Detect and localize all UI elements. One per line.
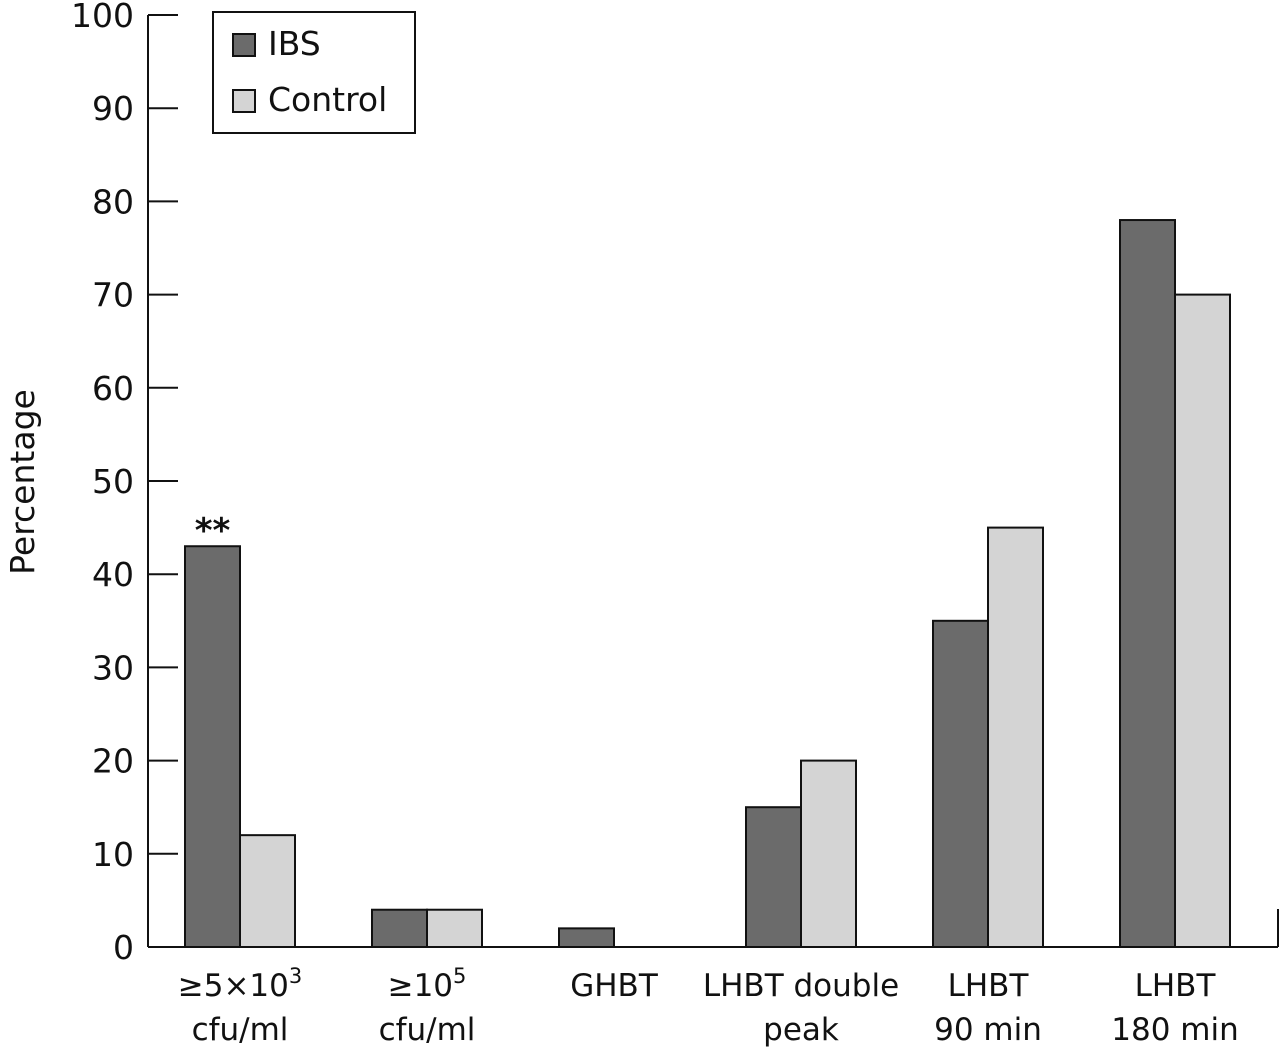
- legend-swatch: [232, 33, 256, 57]
- label-text: cfu/ml: [192, 1012, 289, 1048]
- bar-control: [239, 834, 296, 948]
- bar-control: [800, 759, 857, 948]
- x-category-label: 90 min: [934, 1012, 1042, 1048]
- legend-label: Control: [268, 80, 387, 119]
- significance-marker: **: [195, 511, 231, 551]
- bar-control: [987, 526, 1044, 948]
- y-tick-label: 70: [92, 276, 134, 315]
- label-text: peak: [763, 1012, 839, 1048]
- y-tick-label: 0: [113, 928, 134, 967]
- x-category-label: ≥5×103: [178, 964, 303, 1004]
- bar-ibs: [184, 545, 241, 948]
- y-axis-title: Percentage: [3, 389, 42, 575]
- legend-label: IBS: [268, 24, 321, 63]
- superscript: 3: [289, 964, 302, 988]
- y-tick-label: 10: [92, 835, 134, 874]
- x-category-label: LHBT: [1135, 968, 1217, 1004]
- x-category-label: cfu/ml: [192, 1012, 289, 1048]
- y-tick-label: 50: [92, 462, 134, 501]
- bars: [184, 219, 1231, 949]
- bar-ibs: [932, 619, 989, 948]
- y-tick-label: 90: [92, 89, 134, 128]
- y-tick-label: 20: [92, 742, 134, 781]
- y-tick-label: 80: [92, 182, 134, 221]
- superscript: 5: [453, 964, 466, 988]
- label-text: LHBT: [1135, 968, 1217, 1004]
- label-text: 180 min: [1111, 1012, 1238, 1048]
- label-text: cfu/ml: [379, 1012, 476, 1048]
- label-text: LHBT: [948, 968, 1030, 1004]
- bar-ibs: [371, 908, 428, 948]
- x-category-label: 180 min: [1111, 1012, 1238, 1048]
- x-category-label: ≥105: [388, 964, 467, 1004]
- y-axis: 0 10 20 30 40 50 60 70 80 90 100: [71, 0, 178, 967]
- bar-ibs: [558, 927, 615, 948]
- x-category-label: cfu/ml: [379, 1012, 476, 1048]
- bar-control: [426, 908, 483, 948]
- label-text: LHBT double: [703, 968, 899, 1004]
- y-tick-label: 30: [92, 648, 134, 687]
- y-tick-label: 60: [92, 369, 134, 408]
- x-category-label: LHBT: [948, 968, 1030, 1004]
- label-text: GHBT: [570, 968, 659, 1004]
- annotations: **: [195, 511, 231, 551]
- bar-ibs: [745, 806, 802, 949]
- y-tick-label: 40: [92, 555, 134, 594]
- y-tick-label: 100: [71, 0, 134, 35]
- label-text: ≥5×10: [178, 968, 289, 1004]
- legend-swatch: [232, 89, 256, 113]
- legend: IBS Control: [212, 11, 416, 134]
- bar-ibs: [1119, 219, 1176, 949]
- x-category-label: peak: [763, 1012, 839, 1048]
- bar-control: [1174, 293, 1231, 949]
- x-category-label: LHBT double: [703, 968, 899, 1004]
- label-text: 90 min: [934, 1012, 1042, 1048]
- label-text: ≥10: [388, 968, 453, 1004]
- x-category-label: GHBT: [570, 968, 659, 1004]
